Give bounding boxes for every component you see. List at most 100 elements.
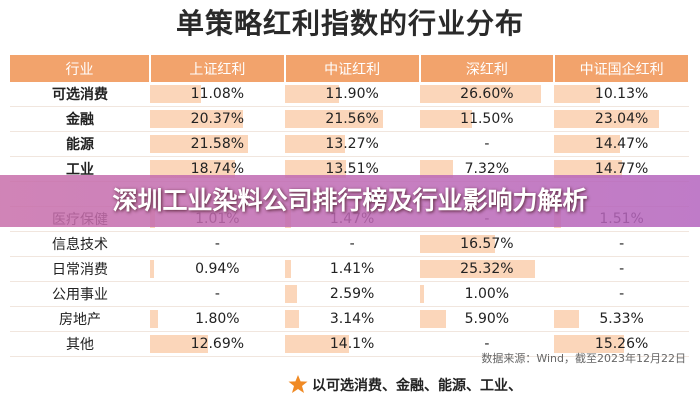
column-header: 中证国企红利 [554,55,690,82]
cell: 15.26% [554,331,689,357]
data-bar [554,85,601,103]
cell-text: 16.57% [460,236,514,252]
cell: - [419,131,555,157]
cell: - [150,231,285,257]
cell: 5.33% [554,306,689,332]
cell: 12.69% [150,331,285,357]
data-bar [284,335,350,353]
cell: 1.00% [419,281,555,307]
cell-text: - [214,236,220,252]
data-bar [419,235,496,253]
row: 能源 21.58% 13.27% - 14.47% [10,131,689,157]
cell-text: 可选消费 [52,87,108,103]
data-bar [150,110,243,128]
cell: 14.47% [554,131,689,157]
data-bar [284,285,297,303]
cell: 1.41% [284,256,420,282]
row: 金融 20.37% 21.56% 11.50% 23.04% [10,106,689,132]
data-bar [419,110,472,128]
cell-text: - [619,236,625,252]
cell: 可选消费 [10,82,150,107]
data-bar [284,310,300,328]
row: 可选消费 11.08% 11.90% 26.60% 10.13% [10,82,689,107]
data-bar [284,110,384,128]
row: 日常消费 0.94% 1.41% 25.32% - [10,256,689,282]
data-bar [419,85,541,103]
cell-text: 10.13% [594,86,649,102]
data-bar [284,85,339,103]
cell: 26.60% [419,82,555,107]
cell: 房地产 [10,306,150,332]
cell-text: 14.1% [329,336,375,352]
data-bar [284,135,346,153]
cell-text: - [349,236,355,252]
row: 工业 18.74% 13.51% 7.32% 14.77% [10,156,689,182]
cell: 日常消费 [10,256,150,282]
cell: 21.56% [284,106,420,132]
data-bar [419,260,535,278]
cell-text: 能源 [66,137,94,153]
data-bar [150,135,249,153]
cell-text: - [619,286,625,302]
row: 公用事业 - 2.59% 1.00% - [10,281,689,307]
cell-text: 1.00% [464,286,510,302]
cell-text: 工业 [66,162,94,178]
cell-text: 11.90% [325,86,379,102]
banner: 深圳工业染料公司排行榜及行业影响力解析 [0,175,700,227]
cell-text: - [484,336,490,352]
cell: 2.59% [284,281,420,307]
cell: 14.1% [284,331,420,357]
source: 数据来源：Wind，截至2023年12月22日 [481,352,686,365]
cell-text: 7.32% [464,161,510,177]
cell-text: 20.37% [190,111,245,127]
cell: 公用事业 [10,281,150,307]
row: 房地产 1.80% 3.14% 5.90% 5.33% [10,306,689,332]
data-bar [419,310,447,328]
cell: - [554,231,689,257]
cell: - [284,231,420,257]
cell-text: 26.60% [460,86,514,102]
cell-text: - [484,136,490,152]
cell-text: 其他 [66,337,94,353]
cell-text: 13.27% [325,136,379,152]
cell-text: 2.59% [329,286,375,302]
cell: 金融 [10,106,150,132]
cell: 11.90% [284,82,420,107]
row: 信息技术 - - 16.57% - [10,231,689,257]
cell: - [554,281,689,307]
cell-text: - [214,286,220,302]
cell: 23.04% [554,106,689,132]
data-bar [150,335,208,353]
data-bar [554,135,621,153]
cell-text: 25.32% [460,261,514,277]
cell: - [150,281,285,307]
data-bar [284,260,292,278]
column-header: 中证红利 [284,55,421,82]
footer: 以可选消费、金融、能源、工业、 [312,378,522,394]
cell: 其他 [10,331,150,357]
cell-text: 5.33% [599,311,644,327]
cell: 16.57% [419,231,555,257]
data-bar [554,110,660,128]
cell: 13.27% [284,131,420,157]
cell-text: 金融 [66,112,94,128]
data-bar [150,160,236,178]
star-icon [288,375,308,393]
data-bar [554,160,622,178]
cell-text: 日常消费 [52,262,108,278]
header-row: 行业 上证红利 中证红利 深红利 中证国企红利 [10,55,690,82]
cell: 1.80% [150,306,285,332]
cell-text: 11.50% [460,111,514,127]
cell: 11.08% [150,82,285,107]
data-bar [419,160,453,178]
data-bar [284,160,347,178]
data-bar [150,85,201,103]
cell-text: 18.74% [190,161,245,177]
cell-text: 信息技术 [52,237,108,253]
cell-text: 5.90% [464,311,510,327]
cell-text: 1.80% [195,311,240,327]
cell-text: 21.56% [325,111,379,127]
cell-text: 房地产 [59,312,101,328]
data-bar [554,335,624,353]
